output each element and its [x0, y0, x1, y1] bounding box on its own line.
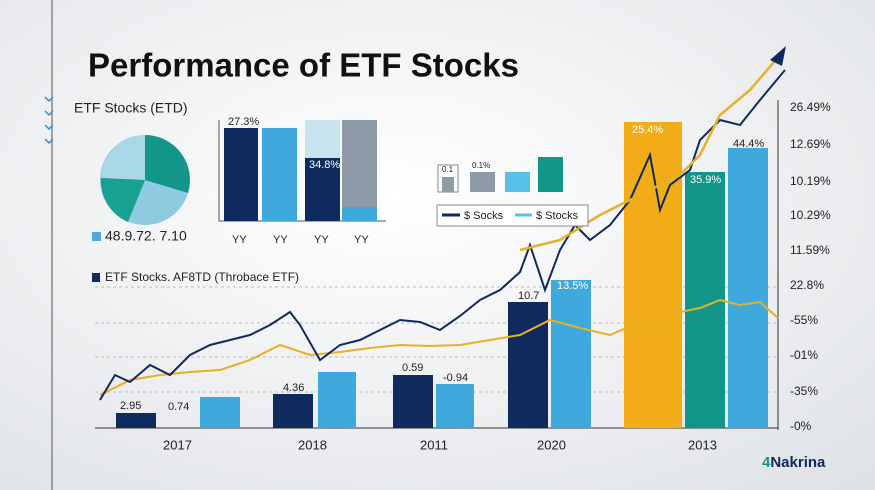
bar-label: 0.59	[402, 362, 423, 374]
small-bars	[218, 120, 386, 222]
x-label: 2018	[298, 437, 327, 452]
subtitle: ETF Stocks (ETD)	[74, 100, 188, 116]
legend-swatch	[92, 232, 101, 241]
line-navy	[99, 69, 786, 401]
line-legend-box	[436, 204, 589, 227]
legend-swatch	[92, 273, 100, 282]
category-label: YY	[232, 234, 247, 246]
legend-label: $ Socks	[464, 210, 504, 222]
bar-label: 34.8%	[309, 159, 340, 171]
axis-label: -0%	[790, 419, 812, 433]
line-yellow	[99, 298, 779, 396]
bar-label: 2.95	[120, 400, 141, 412]
x-label: 2011	[420, 437, 448, 452]
chevrons	[44, 96, 54, 145]
x-label: 2017	[163, 437, 192, 452]
line-yellow-top	[519, 54, 781, 252]
bar-label: -0.94	[443, 372, 468, 384]
axis-label: 10.19%	[790, 174, 831, 188]
x-label: 2013	[688, 437, 717, 452]
axis-label: -55%	[790, 313, 818, 327]
bar-label: 25.4%	[632, 124, 663, 136]
axis-label: -35%	[790, 384, 818, 398]
logo-text: Nakrina	[770, 454, 826, 471]
axis-label: 12.69%	[790, 137, 831, 151]
bar-label: 13.5%	[557, 280, 588, 292]
mini-bars	[437, 157, 563, 193]
axis-label: 11.59%	[790, 243, 830, 257]
bar-label: 35.9%	[690, 174, 721, 186]
title: Performance of ETF Stocks	[88, 47, 519, 84]
mini-label: 0.1%	[472, 161, 490, 170]
category-label: YY	[273, 234, 288, 246]
bar-label: 4.36	[283, 382, 304, 394]
category-label: YY	[354, 234, 369, 246]
mini-label: 0.1	[442, 165, 454, 174]
axis-label: -01%	[790, 348, 818, 362]
pie-legend: 48.9.72. 7.10	[105, 228, 187, 244]
bar-label: 44.4%	[733, 138, 764, 150]
bar-label: 10.7	[518, 290, 539, 302]
axis-label: 10.29%	[790, 208, 831, 222]
category-label: YY	[314, 234, 329, 246]
legend-label: $ Stocks	[536, 210, 579, 222]
right-axis: 26.49% 12.69% 10.19% 10.29% 11.59% 22.8% -55% -…	[790, 100, 831, 433]
arrow-head	[770, 46, 786, 66]
logo: 4Nakrina	[762, 454, 826, 471]
axis-label: 22.8%	[790, 278, 824, 292]
bar-label: 27.3%	[228, 116, 259, 128]
main-bars	[116, 122, 768, 428]
pie	[100, 135, 190, 225]
x-label: 2020	[537, 437, 566, 452]
main-legend: ETF Stocks. AF8TD (Throbace ETF)	[105, 270, 299, 284]
axis-label: 26.49%	[790, 100, 831, 114]
bar-label: 0.74	[168, 401, 189, 413]
